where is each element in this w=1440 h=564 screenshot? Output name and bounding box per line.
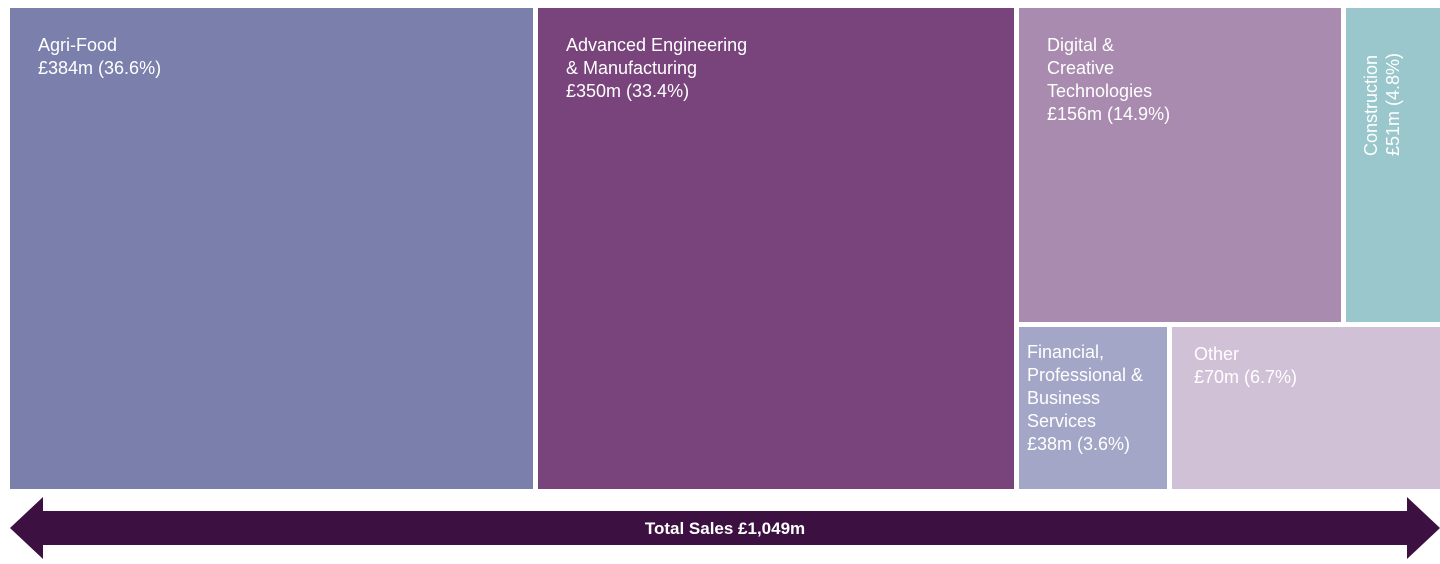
tile-label: Agri-Food [38,35,118,55]
tile-label: Advanced Engineering & Manufacturing [566,35,748,78]
tile-value: £156m (14.9%) [1047,104,1171,124]
tile-digital-creative: Digital & Creative Technologies £156m (1… [1019,8,1341,322]
tile-construction: Construction £51m (4.8%) [1346,8,1440,322]
tile-financial-professional: Financial, Professional & Business Servi… [1019,327,1167,489]
tile-label: Digital & Creative Technologies [1047,35,1153,101]
tile-label: Other [1194,344,1240,364]
tile-agri-food: Agri-Food £384m (36.6%) [10,8,533,489]
total-arrow: Total Sales £1,049m [10,497,1440,559]
tile-value: £51m (4.8%) [1383,52,1403,156]
tile-other: Other £70m (6.7%) [1172,327,1440,489]
tile-value: £70m (6.7%) [1194,367,1298,387]
tile-value: £384m (36.6%) [38,58,162,78]
tile-label: Financial, Professional & Business Servi… [1027,342,1144,431]
tile-value: £38m (3.6%) [1027,434,1131,454]
total-label: Total Sales £1,049m [644,519,806,538]
tile-label: Construction [1361,54,1381,156]
tile-advanced-engineering: Advanced Engineering & Manufacturing £35… [538,8,1014,489]
tile-value: £350m (33.4%) [566,81,690,101]
double-arrow-icon [10,497,1440,559]
tile-rotated-text: Construction £51m (4.8%) [1360,53,1404,156]
